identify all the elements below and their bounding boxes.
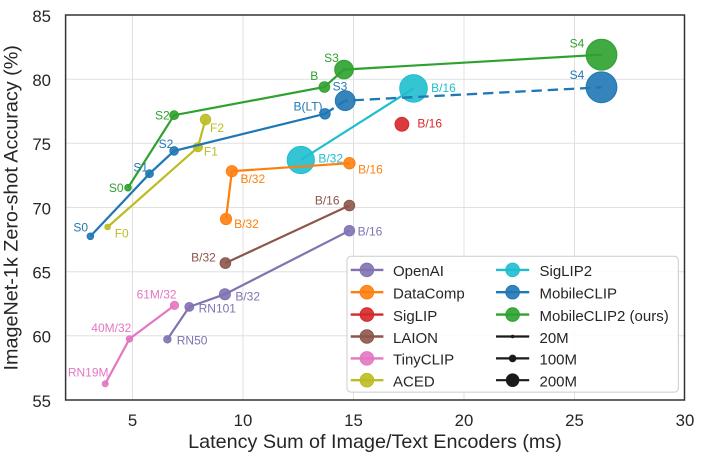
svg-text:40M/32: 40M/32 <box>91 321 131 335</box>
svg-text:S2: S2 <box>155 108 170 122</box>
svg-text:B/32: B/32 <box>191 251 216 265</box>
svg-text:25: 25 <box>565 411 584 430</box>
svg-text:B/16: B/16 <box>417 117 442 131</box>
svg-text:B/16: B/16 <box>358 225 383 239</box>
svg-text:55: 55 <box>32 392 51 411</box>
svg-text:5: 5 <box>128 411 137 430</box>
svg-text:20M: 20M <box>540 330 569 347</box>
svg-text:B/32: B/32 <box>235 290 260 304</box>
svg-text:Latency Sum of Image/Text Enco: Latency Sum of Image/Text Encoders (ms) <box>188 431 562 453</box>
svg-text:B/32: B/32 <box>240 172 265 186</box>
svg-text:RN50: RN50 <box>177 333 208 347</box>
svg-text:B/32: B/32 <box>318 152 343 166</box>
svg-text:F1: F1 <box>204 145 218 159</box>
svg-text:DataComp: DataComp <box>393 286 465 303</box>
svg-text:100M: 100M <box>540 352 578 369</box>
svg-text:F2: F2 <box>210 121 224 135</box>
svg-text:B/32: B/32 <box>234 217 259 231</box>
svg-text:LAION: LAION <box>393 330 438 347</box>
svg-text:RN19M: RN19M <box>68 365 109 379</box>
svg-text:SigLIP: SigLIP <box>393 308 437 325</box>
svg-text:S0: S0 <box>73 221 88 235</box>
svg-text:ACED: ACED <box>393 374 435 391</box>
svg-text:60: 60 <box>32 328 51 347</box>
svg-text:MobileCLIP: MobileCLIP <box>540 286 618 303</box>
svg-text:85: 85 <box>32 7 51 26</box>
svg-text:B(LT): B(LT) <box>293 100 322 114</box>
svg-text:SigLIP2: SigLIP2 <box>540 263 593 280</box>
svg-text:S2: S2 <box>159 137 174 151</box>
svg-text:200M: 200M <box>540 374 578 391</box>
svg-text:75: 75 <box>32 135 51 154</box>
svg-text:30: 30 <box>676 411 695 430</box>
svg-text:S3: S3 <box>324 51 339 65</box>
svg-text:B/16: B/16 <box>358 163 383 177</box>
svg-text:61M/32: 61M/32 <box>137 288 177 302</box>
svg-text:15: 15 <box>344 411 363 430</box>
svg-text:B/16: B/16 <box>315 194 340 208</box>
svg-text:S3: S3 <box>333 80 348 94</box>
svg-text:65: 65 <box>32 264 51 283</box>
svg-text:S4: S4 <box>570 36 585 50</box>
svg-text:F0: F0 <box>115 227 129 241</box>
svg-text:B: B <box>310 69 318 83</box>
svg-text:70: 70 <box>32 199 51 218</box>
svg-text:80: 80 <box>32 71 51 90</box>
svg-text:S1: S1 <box>133 161 148 175</box>
svg-text:20: 20 <box>455 411 474 430</box>
svg-text:ImageNet-1k Zero-shot Accuracy: ImageNet-1k Zero-shot Accuracy (%) <box>1 45 23 370</box>
svg-text:MobileCLIP2 (ours): MobileCLIP2 (ours) <box>540 308 669 325</box>
svg-text:S0: S0 <box>109 181 124 195</box>
svg-text:B/16: B/16 <box>431 81 456 95</box>
svg-text:TinyCLIP: TinyCLIP <box>393 352 454 369</box>
svg-text:RN101: RN101 <box>199 301 237 315</box>
svg-text:OpenAI: OpenAI <box>393 263 444 280</box>
svg-text:10: 10 <box>234 411 253 430</box>
svg-text:S4: S4 <box>570 68 585 82</box>
